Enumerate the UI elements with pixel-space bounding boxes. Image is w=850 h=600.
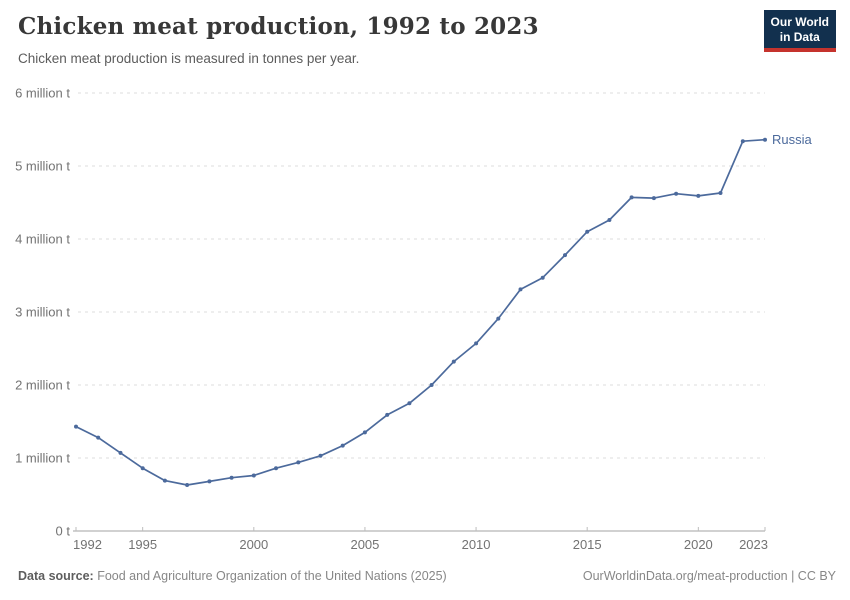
data-point bbox=[340, 443, 345, 448]
chart-subtitle: Chicken meat production is measured in t… bbox=[18, 51, 360, 66]
data-point bbox=[651, 196, 656, 201]
data-point bbox=[563, 253, 567, 258]
data-point bbox=[429, 383, 434, 387]
page-title: Chicken meat production, 1992 to 2023 bbox=[18, 13, 539, 40]
data-point bbox=[251, 473, 256, 478]
owid-url-link[interactable]: OurWorldinData.org/meat-production | CC … bbox=[582, 569, 836, 583]
data-point bbox=[140, 466, 145, 471]
data-point bbox=[96, 435, 101, 440]
chart-footer: Data source: Food and Agriculture Organi… bbox=[18, 569, 836, 583]
data-point bbox=[362, 430, 367, 435]
x-tick-label: 2015 bbox=[573, 537, 602, 552]
owid-logo[interactable]: Our World in Data bbox=[763, 10, 836, 52]
x-tick-label: 2000 bbox=[239, 537, 268, 552]
data-point bbox=[407, 401, 412, 406]
x-tick-label: 1995 bbox=[128, 537, 157, 552]
data-point bbox=[674, 191, 679, 196]
y-tick-label: 6 million t bbox=[15, 86, 70, 101]
data-point bbox=[229, 475, 234, 480]
y-tick-label: 2 million t bbox=[15, 378, 70, 393]
footer-link: OurWorldinData.org/meat-production | CC … bbox=[583, 569, 836, 583]
x-tick-label: 2005 bbox=[350, 537, 379, 552]
y-tick-label: 0 t bbox=[56, 524, 71, 539]
data-point bbox=[296, 460, 301, 465]
data-point bbox=[207, 479, 212, 484]
y-tick-label: 4 million t bbox=[15, 232, 70, 247]
data-point bbox=[540, 275, 545, 280]
x-tick-label: 1992 bbox=[73, 537, 102, 552]
data-point bbox=[74, 424, 78, 429]
data-point bbox=[607, 218, 612, 222]
data-point bbox=[740, 139, 745, 144]
data-point bbox=[385, 412, 390, 417]
data-point bbox=[629, 195, 634, 200]
data-source: Data source: Food and Agriculture Organi… bbox=[18, 569, 447, 583]
x-tick-label: 2010 bbox=[462, 537, 491, 552]
data-source-label: Data source: bbox=[18, 569, 94, 583]
data-point bbox=[274, 466, 278, 471]
production-line bbox=[75, 138, 766, 486]
data-point bbox=[585, 229, 590, 234]
owid-logo-line2: in Data bbox=[779, 30, 820, 44]
data-point bbox=[696, 193, 701, 198]
owid-logo-line1: Our World bbox=[770, 15, 829, 29]
data-point bbox=[451, 359, 456, 364]
data-point bbox=[318, 453, 323, 458]
x-tick-label: 2020 bbox=[684, 537, 713, 552]
y-tick-label: 5 million t bbox=[15, 159, 70, 174]
data-point bbox=[162, 478, 167, 483]
data-source-text: Food and Agriculture Organization of the… bbox=[93, 569, 447, 583]
series-label-russia: Russia bbox=[772, 132, 813, 147]
data-point bbox=[518, 287, 523, 292]
y-tick-label: 1 million t bbox=[15, 451, 70, 466]
x-tick-label: 2023 bbox=[739, 537, 768, 552]
y-tick-label: 3 million t bbox=[15, 305, 70, 320]
data-point bbox=[474, 341, 479, 346]
data-point bbox=[763, 137, 767, 142]
data-point bbox=[185, 483, 190, 487]
data-point bbox=[118, 450, 123, 455]
data-point bbox=[496, 316, 501, 321]
data-point bbox=[718, 191, 723, 195]
